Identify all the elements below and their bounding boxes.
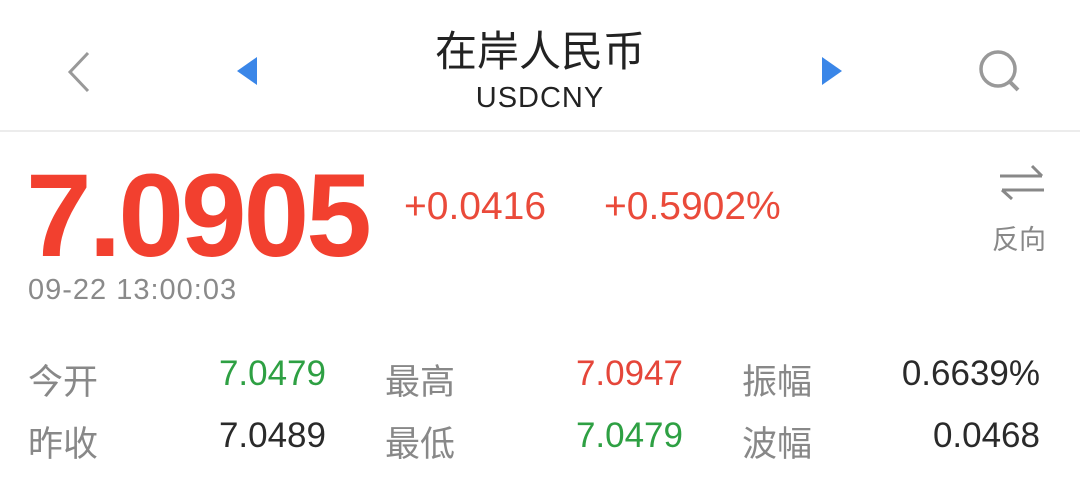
stat-label-low: 最低 <box>385 425 456 464</box>
symbol-subtitle: USDCNY <box>475 82 605 114</box>
search-icon[interactable] <box>976 48 1024 94</box>
reverse-button[interactable]: 反向 <box>992 225 1046 255</box>
triangle-left-icon[interactable] <box>235 56 259 86</box>
stat-value-amplitude: 0.6639% <box>901 354 1040 393</box>
stat-label-open: 今开 <box>28 363 99 402</box>
stat-value-range: 0.0468 <box>932 416 1040 455</box>
current-price: 7.0905 <box>26 150 372 282</box>
stat-label-range: 波幅 <box>742 425 813 464</box>
stat-value-low: 7.0479 <box>575 416 683 455</box>
price-change: +0.0416 <box>404 185 547 228</box>
stat-value-high: 7.0947 <box>575 354 683 393</box>
stat-value-prev-close: 7.0489 <box>218 416 326 455</box>
stat-value-open: 7.0479 <box>218 354 326 393</box>
top-nav-bar: 在岸人民币 USDCNY <box>0 0 1080 132</box>
stat-label-high: 最高 <box>385 363 456 402</box>
stat-label-amplitude: 振幅 <box>742 363 813 402</box>
triangle-right-icon[interactable] <box>820 56 844 86</box>
page-title: 在岸人民币 <box>434 28 645 75</box>
swap-arrows-icon[interactable] <box>998 164 1046 200</box>
price-change-percent: +0.5902% <box>604 185 781 228</box>
quote-timestamp: 09-22 13:00:03 <box>28 274 238 306</box>
chevron-left-icon[interactable] <box>62 50 94 94</box>
stat-label-prev-close: 昨收 <box>28 425 99 464</box>
